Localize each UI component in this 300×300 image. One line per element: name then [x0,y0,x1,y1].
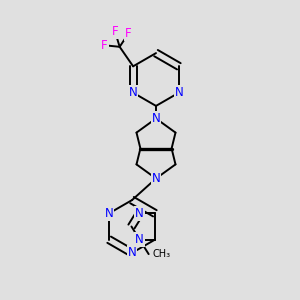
Text: N: N [135,233,144,246]
Text: F: F [101,39,108,52]
Text: N: N [129,86,137,99]
Text: N: N [152,172,160,185]
Text: N: N [152,112,160,125]
Text: N: N [128,246,136,260]
Text: F: F [125,27,132,40]
Text: N: N [175,86,183,99]
Text: N: N [135,207,144,220]
Text: CH₃: CH₃ [152,249,170,259]
Text: F: F [112,25,119,38]
Text: N: N [105,207,113,220]
